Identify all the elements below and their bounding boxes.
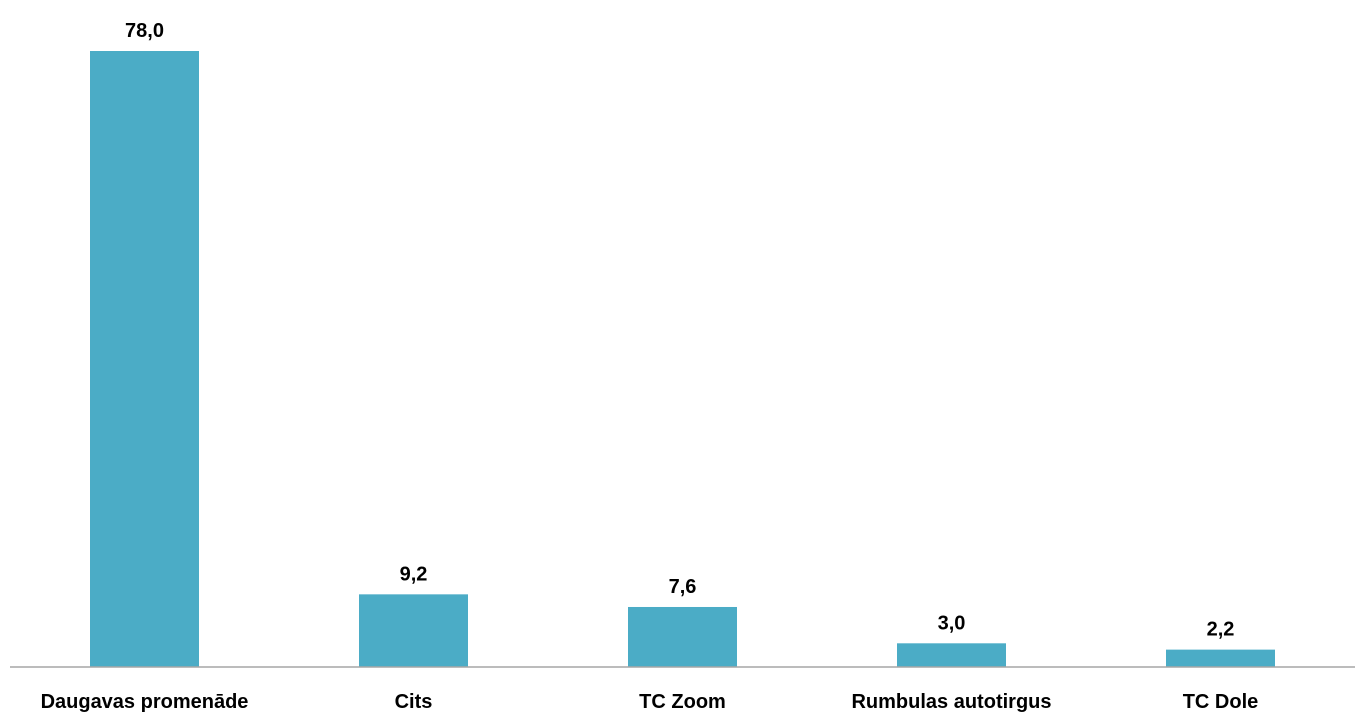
x-tick-label-3: Rumbulas autotirgus — [851, 691, 1051, 713]
x-tick-label-2: TC Zoom — [639, 691, 726, 713]
data-label-2: 7,6 — [669, 576, 697, 598]
bar-4 — [1166, 649, 1275, 667]
data-labels-group: 78,0 9,2 7,6 3,0 2,2 — [125, 20, 1234, 641]
data-label-0: 78,0 — [125, 20, 164, 42]
x-tick-label-4: TC Dole — [1183, 691, 1259, 713]
bar-2 — [628, 606, 737, 667]
x-tick-labels-group: Daugavas promenāde Cits TC Zoom Rumbulas au… — [41, 691, 1259, 713]
bar-3 — [897, 643, 1006, 667]
data-label-4: 2,2 — [1207, 619, 1235, 641]
x-tick-label-1: Cits — [395, 691, 433, 713]
x-tick-label-0: Daugavas promenāde — [41, 691, 249, 713]
data-label-1: 9,2 — [400, 563, 428, 585]
bar-1 — [359, 594, 468, 667]
bars-group — [90, 51, 1275, 667]
bar-0 — [90, 51, 199, 667]
data-label-3: 3,0 — [938, 612, 966, 634]
